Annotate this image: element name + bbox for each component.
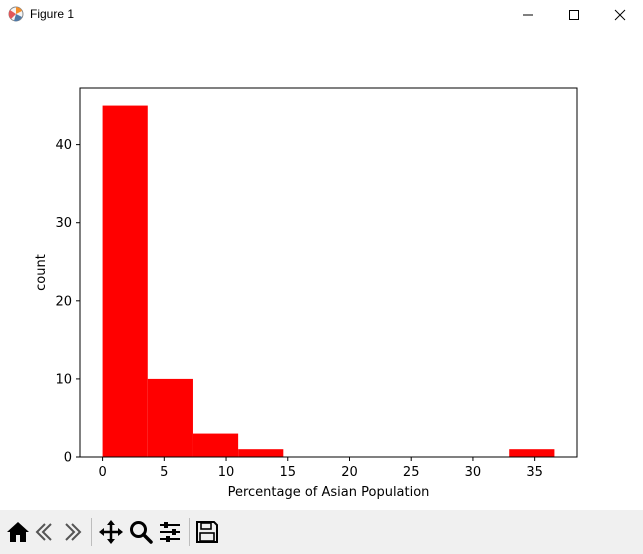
x-tick-label: 35	[526, 465, 543, 480]
save-button[interactable]	[194, 519, 220, 545]
axes-frame	[79, 87, 578, 458]
configure-subplots-button[interactable]	[157, 519, 183, 545]
histogram-bar	[102, 105, 148, 458]
y-tick-label: 40	[55, 138, 72, 153]
minimize-button[interactable]	[505, 0, 551, 30]
x-tick-label: 20	[341, 465, 358, 480]
histogram-chart: 0 5 10 15 20 25 30 35 0 10 20 30 40 Percentage of A…	[34, 87, 578, 500]
zoom-icon	[130, 521, 153, 544]
histogram-bar	[509, 449, 555, 457]
y-axis-label: count	[34, 254, 49, 291]
y-tick-label: 0	[64, 451, 72, 466]
x-tick-label: 0	[98, 465, 106, 480]
histogram-bar	[147, 378, 193, 457]
x-tick-label: 10	[218, 465, 235, 480]
minimize-icon	[523, 14, 533, 16]
toolbar-separator	[189, 518, 190, 546]
matplotlib-icon	[8, 6, 24, 22]
close-button[interactable]	[597, 0, 643, 30]
histogram-bar	[192, 433, 239, 457]
x-tick-label: 5	[160, 465, 168, 480]
toolbar-separator	[91, 518, 92, 546]
title-bar: Figure 1	[0, 0, 643, 30]
navigation-toolbar	[0, 510, 643, 554]
home-icon	[7, 522, 29, 542]
histogram-bar	[238, 449, 284, 457]
save-icon	[196, 521, 218, 543]
x-tick-label: 15	[279, 465, 296, 480]
close-icon	[614, 9, 626, 21]
x-tick-label: 30	[465, 465, 482, 480]
y-tick-label: 10	[55, 372, 72, 387]
x-axis-label: Percentage of Asian Population	[228, 485, 430, 500]
maximize-button[interactable]	[551, 0, 597, 30]
forward-icon	[65, 523, 82, 541]
pan-button[interactable]	[98, 519, 124, 545]
window-title: Figure 1	[30, 7, 75, 21]
pan-icon	[99, 520, 123, 544]
configure-subplots-icon	[160, 522, 180, 542]
back-button[interactable]	[32, 519, 58, 545]
y-tick-label: 30	[55, 216, 72, 231]
forward-button[interactable]	[59, 519, 85, 545]
back-icon	[35, 523, 52, 541]
zoom-button[interactable]	[128, 519, 154, 545]
figure-canvas[interactable]: 0 5 10 15 20 25 30 35 0 10 20 30 40 Percentage of A…	[0, 30, 643, 510]
x-tick-label: 25	[403, 465, 420, 480]
maximize-icon	[569, 10, 579, 20]
y-tick-label: 20	[55, 294, 72, 309]
home-button[interactable]	[5, 519, 31, 545]
